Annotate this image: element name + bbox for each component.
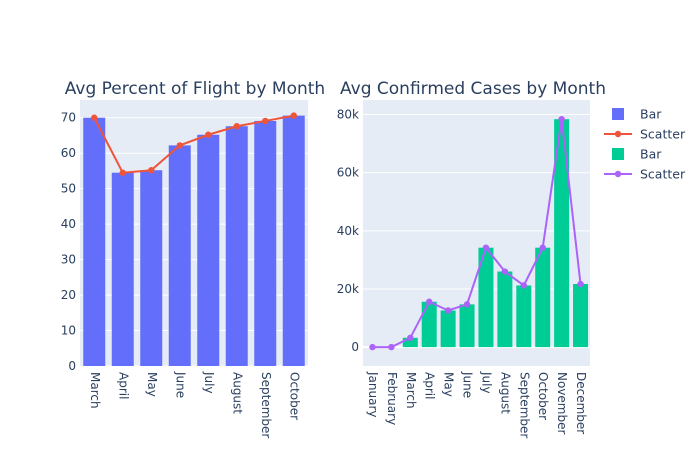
right-xtick-label: January (366, 371, 380, 418)
right-xtick-label: July (479, 371, 493, 394)
legend-swatch-bar (612, 148, 624, 160)
right-series-point (577, 280, 584, 288)
right-bar (459, 304, 475, 348)
right-bar (440, 310, 456, 348)
legend-swatch-point (614, 170, 622, 178)
right-xtick-label: September (517, 372, 531, 438)
right-xtick-label: February (385, 372, 399, 425)
right-xtick-label: April (423, 372, 437, 399)
right-ytick-label: 80k (337, 108, 359, 122)
left-ytick-label: 30 (61, 253, 76, 267)
right-series-point (482, 244, 490, 251)
legend-label: Scatter (640, 127, 686, 142)
left-series-point (205, 131, 212, 138)
left-xtick-label: May (145, 372, 159, 397)
right-bar (421, 301, 437, 348)
left-xtick-label: July (202, 371, 216, 394)
left-ytick-label: 70 (61, 111, 76, 125)
legend-label: Scatter (640, 167, 686, 182)
legend-label: Bar (640, 147, 662, 162)
left-ytick-label: 60 (61, 146, 76, 160)
right-xtick-label: November (555, 372, 569, 434)
right-bar (478, 247, 494, 348)
right-series-point (520, 282, 527, 289)
left-xtick-label: March (88, 372, 102, 409)
right-series-point (501, 268, 509, 275)
right-xtick-label: October (536, 372, 550, 420)
right-xtick-label: June (461, 371, 475, 398)
left-series-point (233, 123, 240, 130)
right-ytick-label: 20k (337, 282, 359, 296)
legend-swatch-point (614, 130, 622, 138)
right-xtick-label: May (442, 372, 456, 397)
left-bar (197, 134, 220, 366)
right-bar (402, 337, 418, 348)
right-series-point (407, 334, 414, 342)
left-series-line (93, 114, 294, 174)
left-bar (83, 117, 106, 366)
left-series-point (91, 114, 98, 121)
right-ytick-label: 40k (337, 224, 359, 238)
left-series-point (262, 117, 269, 125)
left-series-point (148, 167, 155, 174)
chart-title-left: Avg Percent of Flight by Month (65, 79, 325, 99)
left-xtick-label: April (116, 372, 130, 399)
left-bar (140, 170, 163, 366)
right-bar (497, 271, 513, 348)
right-series-point (388, 343, 395, 351)
right-bar (554, 119, 570, 348)
legend-label: Bar (640, 107, 662, 122)
chart-title-right: Avg Confirmed Cases by Month (340, 79, 606, 99)
right-bar (573, 284, 589, 348)
left-ytick-label: 50 (61, 182, 76, 196)
right-xtick-label: March (404, 372, 418, 409)
left-bar (225, 126, 248, 366)
right-ytick-label: 0 (351, 340, 359, 354)
right-series-point (558, 115, 565, 123)
right-series-point (369, 343, 376, 351)
left-bar (111, 172, 134, 366)
left-bar (254, 120, 277, 367)
left-series-point (290, 112, 297, 119)
left-xtick-label: September (259, 372, 273, 438)
left-xtick-label: June (173, 371, 187, 398)
right-series-point (539, 244, 546, 251)
right-series-point (426, 298, 433, 305)
right-xtick-label: December (574, 372, 588, 434)
left-bar (168, 145, 191, 366)
right-series-line (372, 119, 582, 349)
right-plot-area (363, 100, 590, 366)
right-ytick-label: 60k (337, 166, 359, 180)
right-series-point (463, 301, 471, 308)
left-bar (282, 115, 305, 366)
right-xtick-label: August (498, 372, 512, 414)
legend-swatch-bar (612, 108, 624, 120)
left-ytick-label: 10 (61, 324, 76, 338)
right-bar (516, 285, 532, 348)
right-bar (535, 247, 551, 348)
left-ytick-label: 40 (61, 217, 76, 231)
left-ytick-label: 20 (61, 288, 76, 302)
left-xtick-label: August (230, 372, 244, 414)
right-series-point (444, 307, 452, 314)
left-ytick-label: 0 (68, 359, 76, 373)
left-xtick-label: October (287, 372, 301, 420)
left-series-point (176, 142, 183, 149)
left-series-point (119, 169, 126, 176)
